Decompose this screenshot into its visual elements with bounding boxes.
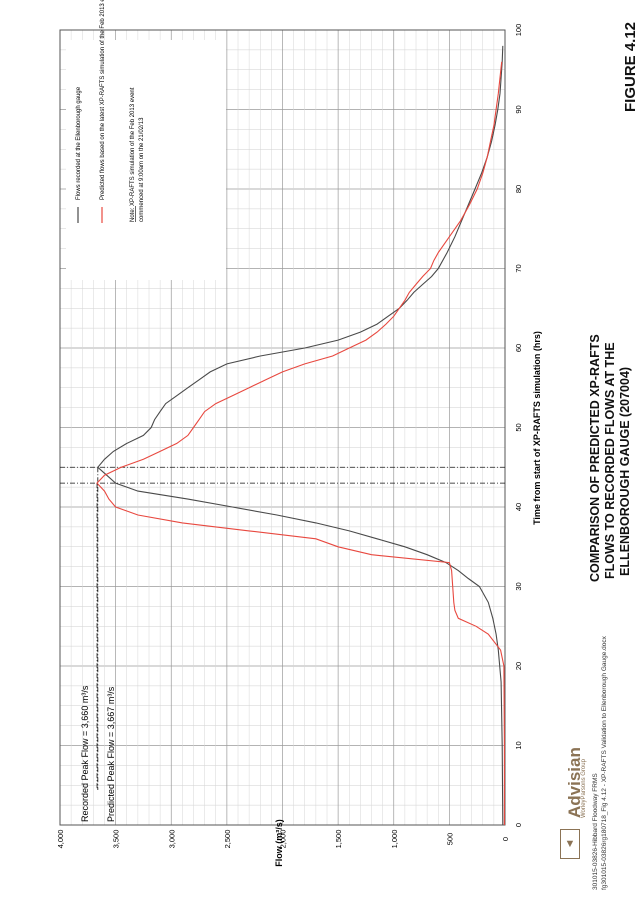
y-tick-label: 2,500 [223, 830, 232, 849]
series-line-recorded [97, 45, 504, 826]
y-tick-label: 2,000 [279, 830, 288, 849]
x-tick-label: 50 [514, 423, 523, 431]
x-tick-label: 100 [514, 24, 523, 37]
chart-note: Note: XP-RAFTS simulation of the Feb 201… [130, 87, 136, 222]
peak-marker-lines [60, 466, 505, 790]
y-axis-label: Flow (m³/s) [274, 819, 284, 867]
peak-annotations: Recorded Peak Flow = 3,660 m³/s Predicted… [80, 685, 116, 822]
y-tick-label: 500 [445, 833, 454, 846]
peak-annotation: Predicted Peak Flow = 3,667 m³/s [106, 686, 116, 822]
x-tick-label: 80 [514, 185, 523, 193]
advisian-logo-icon: ▼ [560, 829, 580, 859]
plot-frame [59, 29, 506, 826]
y-tick-label: 0 [501, 837, 510, 841]
title-line: FLOWS TO RECORDED FLOWS AT THE [603, 342, 617, 579]
x-tick-label: 70 [514, 264, 523, 272]
y-tick-label: 4,000 [56, 830, 65, 849]
peak-annotation: Recorded Peak Flow = 3,660 m³/s [80, 685, 90, 822]
legend-label: Flows recorded at the Ellenborough gauge [76, 86, 82, 200]
figure-title: COMPARISON OF PREDICTED XP-RAFTS FLOWS T… [562, 282, 642, 582]
title-line: ELLENBOROUGH GAUGE (207004) [618, 366, 632, 576]
legend-label: Predicted flows based on the latest XP-R… [100, 0, 106, 200]
x-tick-label: 90 [514, 105, 523, 113]
file-reference: fg301015-03826rg180718_Fig 4.12 - XP-RAF… [601, 636, 608, 890]
y-tick-label: 3,500 [112, 830, 121, 849]
title-line: COMPARISON OF PREDICTED XP-RAFTS [588, 334, 602, 582]
x-axis-label: Time from start of XP-RAFTS simulation (… [532, 331, 542, 525]
legend: Flows recorded at the Ellenborough gauge… [66, 0, 226, 280]
y-tick-label: 1,500 [334, 830, 343, 849]
chart-note: commenced at 9:00am on the 21/02/13 [139, 117, 145, 222]
y-tick-label: 1,000 [390, 830, 399, 849]
series-lines [96, 45, 505, 826]
legend-box [66, 40, 226, 280]
y-tick-label: 3,000 [167, 830, 176, 849]
x-tick-label: 20 [514, 662, 523, 670]
x-tick-label: 60 [514, 344, 523, 352]
brand-tagline: WorleyParsons Group [581, 759, 587, 818]
project-reference: 301015-03826-Hibbard Floodway FRMS [592, 773, 599, 890]
series-line-predicted [96, 61, 505, 825]
x-axis-ticks: 0 10 20 30 40 50 60 70 80 90 100 [514, 24, 523, 827]
x-tick-label: 40 [514, 503, 523, 511]
chart-grid [59, 29, 506, 826]
y-axis-ticks: 0 500 1,000 1,500 2,000 2,500 3,000 3,500 4,000 [56, 830, 510, 849]
figure-label: FIGURE 4.12 [622, 21, 639, 112]
x-tick-label: 10 [514, 741, 523, 749]
x-tick-label: 30 [514, 582, 523, 590]
x-tick-label: 0 [514, 823, 523, 827]
